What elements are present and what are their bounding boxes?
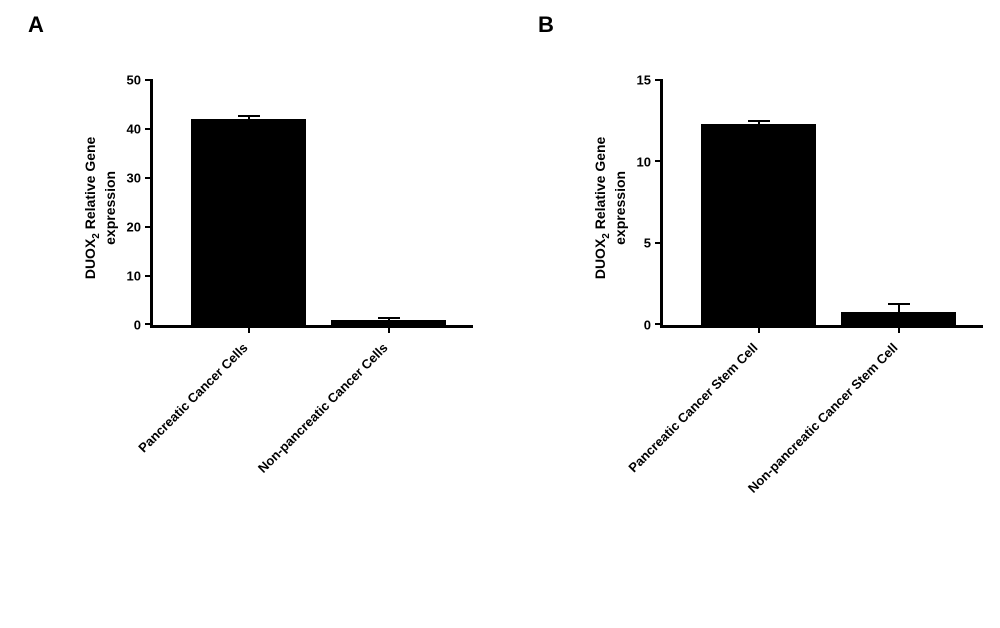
chart-a-plot: 0 10 20 30 40 50 [150,80,473,328]
chart-b-bar-1 [841,312,956,325]
error-cap [238,115,260,117]
ytick-label: 5 [644,236,651,251]
error-stem [898,304,900,312]
chart-a: DUOX2 Relative Gene expression 0 10 20 3… [70,80,490,580]
chart-b: DUOX2 Relative Gene expression 0 5 10 15… [580,80,1000,580]
chart-a-xlabel-1: Non-pancreatic Cancer Cells [217,340,390,513]
ytick-label: 0 [134,318,141,333]
chart-a-xlabel-0: Pancreatic Cancer Cells [77,340,250,513]
chart-b-bar-0 [701,124,816,325]
chart-a-ylabel: DUOX2 Relative Gene expression [82,88,118,328]
panel-label-b: B [538,12,554,38]
chart-b-plot: 0 5 10 15 [660,80,983,328]
error-cap [748,120,770,122]
panel-label-a: A [28,12,44,38]
ytick-label: 0 [644,318,651,333]
chart-b-xlabel-0: Pancreatic Cancer Stem Cell [587,340,760,513]
ytick-label: 10 [127,269,141,284]
error-cap [378,317,400,319]
ytick-label: 20 [127,220,141,235]
ytick-label: 40 [127,122,141,137]
chart-a-bar-0 [191,119,306,325]
ytick-label: 30 [127,171,141,186]
ytick-label: 50 [127,73,141,88]
ytick-label: 15 [637,73,651,88]
ytick-label: 10 [637,155,651,170]
error-cap [888,303,910,305]
chart-b-ylabel: DUOX2 Relative Gene expression [592,88,628,328]
